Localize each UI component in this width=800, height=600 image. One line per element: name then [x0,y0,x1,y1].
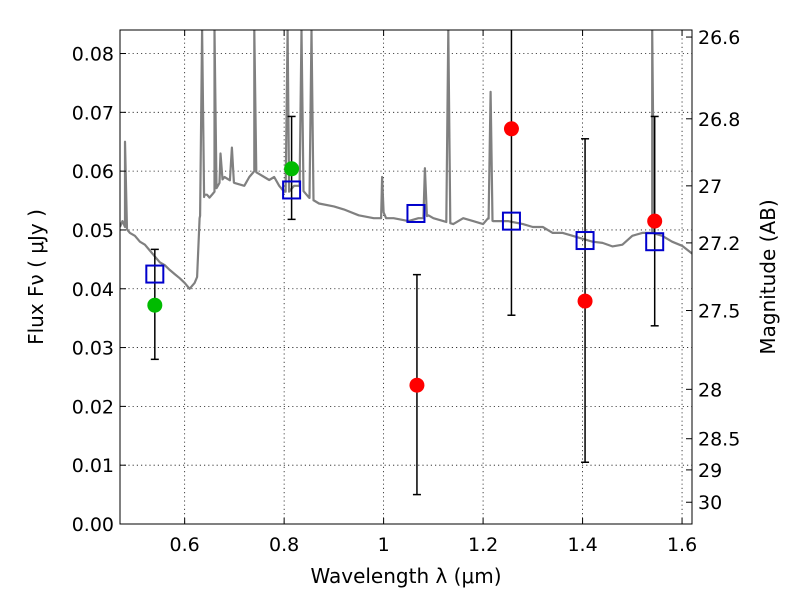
observed-flux-point [284,161,300,177]
x-tick-label: 1.4 [567,534,597,556]
y-tick-label: 0.05 [72,220,114,242]
y-tick-label: 0.03 [72,338,114,360]
model-flux-square [145,264,165,284]
y-tick-label: 0.06 [72,161,114,183]
ticks: 0.6 0.8 1 1.2 1.4 1.6 0.00 0.01 0.02 0.03 0.04 0.05… [72,27,741,556]
observed-flux-point [409,377,425,393]
model-flux-square [282,180,302,200]
model-flux-square [501,211,521,231]
y2-tick-label: 26.8 [698,109,740,131]
y2-tick-label: 29 [698,460,722,482]
y2-tick-label: 27 [698,176,722,198]
y2-tick-label: 28.5 [698,429,740,451]
x-tick-label: 0.8 [269,534,299,556]
y-axis-left-title: Flux Fν ( μJy ) [24,209,48,345]
x-tick-label: 1.6 [667,534,697,556]
y-tick-label: 0.02 [72,396,114,418]
model-spectrum-line [120,30,692,290]
grid-lines [120,30,692,524]
model-flux-square [406,203,426,223]
y2-tick-label: 27.5 [698,301,740,323]
model-flux-square [645,232,665,252]
observed-flux-point [647,213,663,229]
observed-flux-point [577,293,593,309]
model-flux-square [575,231,595,251]
y2-tick-label: 28 [698,379,722,401]
x-axis-title: Wavelength λ (μm) [310,564,501,588]
y2-tick-label: 26.6 [698,27,740,49]
x-tick-label: 1.2 [468,534,498,556]
observed-flux-point [503,121,519,137]
y-tick-label: 0.01 [72,455,114,477]
marker-layer [145,30,665,496]
y2-tick-label: 30 [698,492,722,514]
plot-frame [119,29,693,525]
y-axis-right-title: Magnitude (AB) [756,199,780,354]
y2-tick-label: 27.2 [698,233,740,255]
y-tick-label: 0.07 [72,102,114,124]
y-tick-label: 0.00 [72,514,114,536]
x-tick-label: 0.6 [170,534,200,556]
y-tick-label: 0.04 [72,279,114,301]
observed-flux-point [147,297,163,313]
model-spectrum-layer [120,30,692,290]
x-tick-label: 1 [378,534,390,556]
y-tick-label: 0.08 [72,44,114,66]
